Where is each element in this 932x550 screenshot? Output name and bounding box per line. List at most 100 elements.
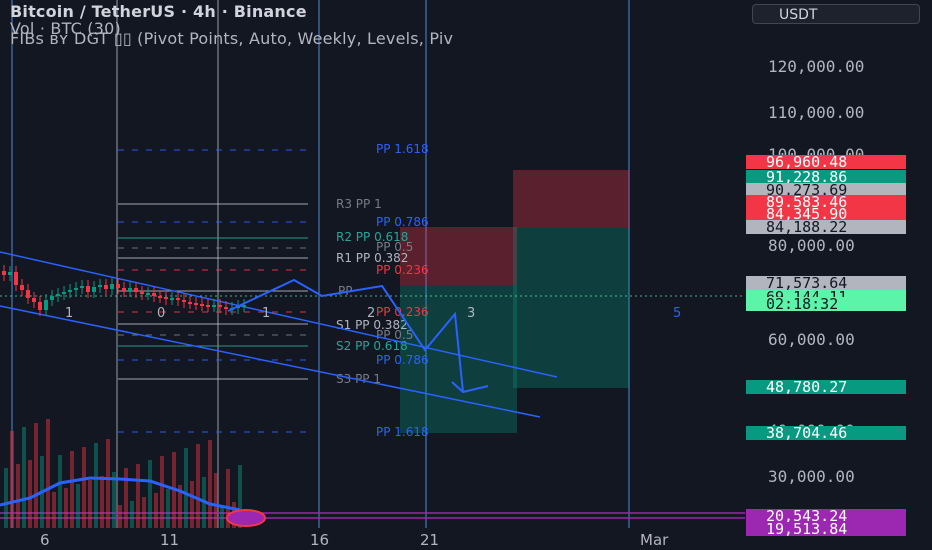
volume-bar-18 [112, 472, 116, 528]
candle-body-13 [80, 286, 84, 288]
candle-body-12 [74, 288, 78, 290]
forecast-path [227, 278, 464, 393]
volume-ma-line [0, 476, 241, 512]
price-badge: 91,228.86 [746, 170, 906, 184]
volume-bar-16 [100, 476, 104, 528]
candle-body-21 [128, 288, 132, 291]
fib-label-14: PP 1.618 [376, 425, 429, 439]
volume-bar-17 [106, 439, 110, 528]
wave-label-0: 1 [65, 306, 73, 321]
candle-body-6 [38, 302, 42, 310]
price-badge: 96,960.48 [746, 155, 906, 169]
candle-body-27 [164, 297, 168, 299]
volume-bar-10 [64, 488, 68, 528]
fib-label-4: PP 0.5 [376, 240, 413, 254]
wave-label-1: 0 [157, 306, 165, 321]
volume-bar-39 [238, 465, 242, 528]
fib-label-2: PP 0.786 [376, 215, 429, 229]
volume-bar-20 [124, 468, 128, 528]
volume-bar-12 [76, 484, 80, 528]
volume-bar-36 [220, 506, 224, 528]
candle-body-31 [188, 302, 192, 304]
price-tick: 60,000.00 [768, 330, 855, 349]
volume-bar-34 [208, 440, 212, 528]
price-badge: 02:18:32 [746, 297, 906, 311]
wave-label-3: 2 [367, 306, 375, 321]
candle-body-17 [104, 285, 108, 289]
candle-body-28 [170, 298, 174, 300]
price-badge: 84,345.90 [746, 207, 906, 221]
volume-bar-2 [16, 464, 20, 528]
price-badge: 90,273.69 [746, 183, 906, 197]
candle-body-25 [152, 293, 156, 296]
candle-body-37 [224, 307, 228, 309]
candle-body-10 [62, 292, 66, 294]
price-badge: 38,704.46 [746, 426, 906, 440]
candle-body-18 [110, 284, 114, 289]
candle-body-1 [8, 272, 12, 275]
volume-bar-22 [136, 464, 140, 528]
volume-bar-0 [4, 468, 8, 528]
price-badge: 84,188.22 [746, 220, 906, 234]
price-badge: 48,780.27 [746, 380, 906, 394]
volume-bar-5 [34, 423, 38, 528]
fib-label-3: R2 PP 0.618 [336, 230, 408, 244]
short-stop-zone-2 [513, 170, 629, 228]
price-tick: 80,000.00 [768, 236, 855, 255]
time-tick: 6 [40, 531, 50, 549]
time-tick: 21 [420, 531, 440, 549]
volume-bar-32 [196, 444, 200, 528]
candle-body-23 [140, 292, 144, 294]
time-tick: 11 [160, 531, 180, 549]
volume-bar-14 [88, 480, 92, 528]
price-badge: 20,543.24 [746, 509, 906, 523]
volume-bar-3 [22, 427, 26, 528]
forecast-arrow [451, 381, 489, 394]
candle-body-20 [122, 288, 126, 291]
candle-body-24 [146, 293, 150, 295]
volume-bar-19 [118, 505, 122, 528]
volume-bar-29 [178, 485, 182, 528]
price-badge: 19,513.84 [746, 522, 906, 536]
fib-label-11: S2 PP 0.618 [336, 339, 408, 353]
currency-button[interactable]: USDT [752, 4, 920, 24]
volume-bar-23 [142, 497, 146, 528]
candle-body-7 [44, 300, 48, 310]
volume-bar-4 [28, 460, 32, 528]
fib-label-9: S1 PP 0.382 [336, 318, 408, 332]
volume-bar-15 [94, 443, 98, 528]
short-stop-zone [400, 227, 517, 285]
candle-body-15 [92, 287, 96, 292]
fib-label-12: PP 0.786 [376, 353, 429, 367]
symbol-title[interactable]: Bitcoin / TetherUS · 4h · Binance [10, 2, 307, 21]
volume-bar-11 [70, 451, 74, 528]
fib-label-6: PP 0.236 [376, 263, 429, 277]
candle-body-33 [200, 304, 204, 306]
candle-body-0 [2, 271, 6, 275]
candle-body-19 [116, 284, 120, 288]
candle-body-2 [14, 272, 18, 285]
candle-body-35 [212, 305, 216, 307]
price-tick: 120,000.00 [768, 57, 865, 76]
volume-bar-24 [148, 460, 152, 528]
candle-body-40 [242, 305, 246, 307]
candle-body-14 [86, 286, 90, 292]
time-tick: 16 [310, 531, 330, 549]
candle-body-32 [194, 303, 198, 305]
indicator-legend[interactable]: FIBs ʙʏ DGT ▯▯ (Pivot Points, Auto, Week… [10, 29, 454, 48]
volume-bar-35 [214, 473, 218, 528]
fib-label-8: PP 0.236 [376, 305, 429, 319]
candle-body-36 [218, 305, 222, 307]
price-tick: 110,000.00 [768, 103, 865, 122]
volume-legend[interactable]: Vol · BTC (30) [10, 19, 121, 38]
candle-body-9 [56, 294, 60, 296]
wave-label-4: 3 [467, 306, 475, 321]
volume-bar-26 [160, 456, 164, 528]
candle-body-34 [206, 305, 210, 307]
short-target-zone-2 [513, 228, 629, 388]
volume-bar-37 [226, 469, 230, 528]
fib-label-0: PP 1.618 [376, 142, 429, 156]
volume-bar-13 [82, 447, 86, 528]
price-badge: 71,573.64 [746, 276, 906, 290]
